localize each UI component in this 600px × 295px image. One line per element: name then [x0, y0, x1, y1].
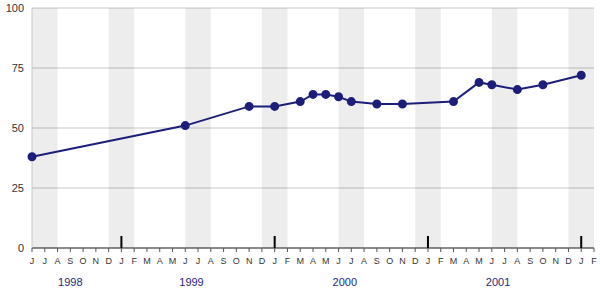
svg-text:J: J — [119, 256, 124, 266]
svg-text:A: A — [361, 256, 367, 266]
svg-text:F: F — [131, 256, 137, 266]
svg-text:1998: 1998 — [58, 276, 82, 288]
svg-text:A: A — [310, 256, 316, 266]
svg-text:J: J — [336, 256, 341, 266]
svg-text:J: J — [349, 256, 354, 266]
svg-text:2001: 2001 — [486, 276, 510, 288]
svg-text:N: N — [399, 256, 406, 266]
svg-text:J: J — [490, 256, 495, 266]
svg-text:D: D — [259, 256, 266, 266]
svg-text:J: J — [196, 256, 201, 266]
svg-text:J: J — [426, 256, 431, 266]
svg-text:0: 0 — [18, 242, 24, 254]
svg-text:M: M — [169, 256, 177, 266]
svg-text:75: 75 — [12, 62, 24, 74]
svg-text:N: N — [93, 256, 100, 266]
svg-text:J: J — [272, 256, 277, 266]
svg-text:O: O — [386, 256, 393, 266]
svg-text:D: D — [565, 256, 572, 266]
svg-text:N: N — [246, 256, 253, 266]
svg-text:S: S — [374, 256, 380, 266]
svg-text:S: S — [527, 256, 533, 266]
svg-text:M: M — [475, 256, 483, 266]
svg-text:F: F — [591, 256, 592, 266]
svg-text:O: O — [539, 256, 546, 266]
svg-text:A: A — [55, 256, 61, 266]
svg-text:S: S — [67, 256, 73, 266]
svg-text:100: 100 — [8, 2, 24, 14]
svg-text:J: J — [30, 256, 35, 266]
svg-text:M: M — [143, 256, 151, 266]
svg-text:M: M — [322, 256, 330, 266]
svg-text:25: 25 — [12, 182, 24, 194]
svg-text:F: F — [285, 256, 291, 266]
svg-text:M: M — [296, 256, 304, 266]
svg-text:A: A — [514, 256, 520, 266]
svg-text:J: J — [43, 256, 48, 266]
svg-text:N: N — [552, 256, 559, 266]
svg-text:M: M — [450, 256, 458, 266]
svg-text:O: O — [80, 256, 87, 266]
svg-text:J: J — [579, 256, 584, 266]
svg-text:D: D — [412, 256, 419, 266]
svg-text:S: S — [221, 256, 227, 266]
svg-text:F: F — [438, 256, 444, 266]
svg-text:J: J — [183, 256, 188, 266]
svg-text:50: 50 — [12, 122, 24, 134]
svg-text:O: O — [233, 256, 240, 266]
svg-text:A: A — [157, 256, 163, 266]
svg-text:D: D — [105, 256, 112, 266]
svg-text:1999: 1999 — [179, 276, 203, 288]
svg-text:A: A — [208, 256, 214, 266]
svg-text:J: J — [502, 256, 507, 266]
svg-text:A: A — [463, 256, 469, 266]
svg-text:2000: 2000 — [333, 276, 357, 288]
